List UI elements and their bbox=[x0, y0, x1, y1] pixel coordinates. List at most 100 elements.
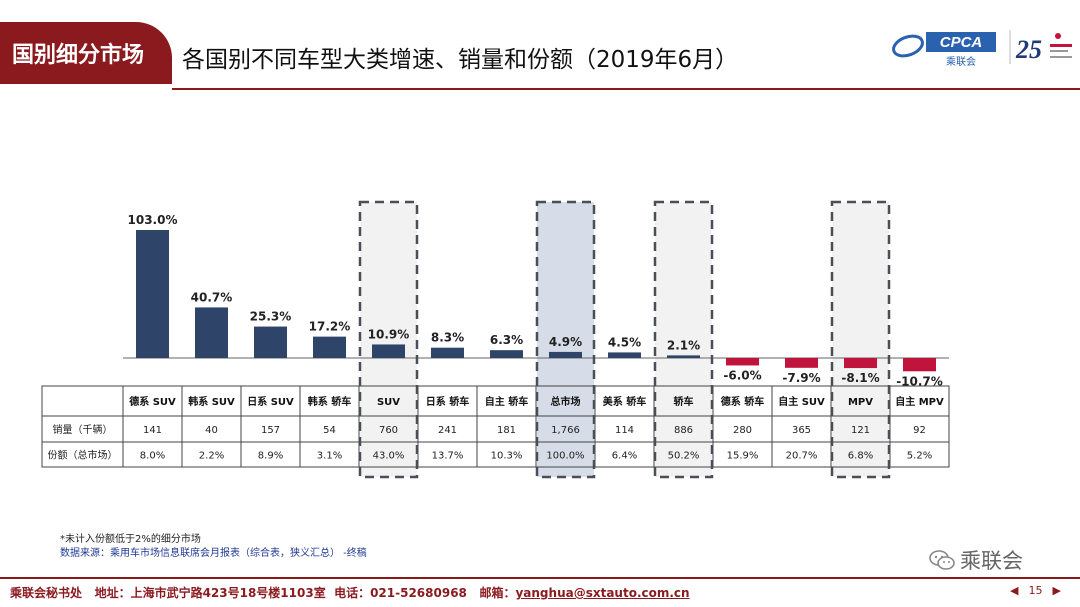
wechat-icon bbox=[929, 550, 955, 570]
bar-5 bbox=[431, 347, 464, 358]
cpca-logo-text: CPCA bbox=[940, 34, 983, 51]
bar-13 bbox=[903, 358, 936, 372]
highlight-frame-12 bbox=[830, 200, 891, 479]
sales-cell-10: 280 bbox=[733, 425, 752, 436]
share-cell-4: 43.0% bbox=[373, 451, 405, 462]
footer-divider bbox=[0, 577, 1080, 579]
share-cell-10: 15.9% bbox=[727, 451, 759, 462]
bar-4 bbox=[372, 344, 405, 358]
bar-8 bbox=[608, 352, 641, 358]
footer-org: 乘联会秘书处 bbox=[10, 586, 83, 600]
footnote-source: 数据来源：乘用车市场信息联席会月报表（综合表，狭义汇总） -终稿 bbox=[60, 548, 367, 559]
bar-9 bbox=[667, 355, 700, 358]
sales-cell-3: 54 bbox=[323, 425, 336, 436]
footer-address: 地址：上海市武宁路423号18号楼1103室 bbox=[94, 586, 326, 600]
header-divider bbox=[172, 88, 1080, 90]
wechat-label: 乘联会 bbox=[960, 549, 1023, 573]
sales-cell-4: 760 bbox=[379, 425, 398, 436]
share-cell-0: 8.0% bbox=[140, 451, 165, 462]
cpca-logo-sub: 乘联会 bbox=[946, 55, 976, 68]
row-label-1: 份额（总市场） bbox=[48, 449, 118, 462]
highlight-frame-9 bbox=[653, 200, 714, 479]
share-cell-11: 20.7% bbox=[786, 451, 818, 462]
footnote-note: *未计入份额低于2%的细分市场 bbox=[60, 534, 201, 545]
anniversary-badge: 25 bbox=[1009, 30, 1072, 64]
value-label-6: 6.3% bbox=[490, 333, 523, 347]
share-cell-2: 8.9% bbox=[258, 451, 283, 462]
share-cell-13: 5.2% bbox=[907, 451, 932, 462]
value-label-7: 4.9% bbox=[549, 335, 582, 349]
share-cell-9: 50.2% bbox=[668, 451, 700, 462]
badge-caption-1 bbox=[1050, 44, 1072, 47]
highlight-fill-4 bbox=[360, 202, 417, 477]
value-label-2: 25.3% bbox=[250, 310, 292, 324]
footer-email-label: 邮箱： bbox=[479, 586, 516, 600]
badge-caption-3 bbox=[1050, 56, 1072, 58]
category-label-4: SUV bbox=[377, 397, 400, 408]
page-title: 各国别不同车型大类增速、销量和份额（2019年6月） bbox=[182, 47, 739, 73]
sales-cell-5: 241 bbox=[438, 425, 457, 436]
category-label-0: 德系 SUV bbox=[128, 395, 176, 408]
value-label-13: -10.7% bbox=[896, 374, 943, 388]
row-label-0: 销量（千辆） bbox=[53, 423, 113, 436]
cpca-logo: CPCA 乘联会 bbox=[892, 32, 996, 68]
highlight-fill-9 bbox=[655, 202, 712, 477]
sales-cell-7: 1,766 bbox=[551, 425, 580, 436]
wechat-watermark: 乘联会 bbox=[928, 546, 1048, 574]
sales-cell-6: 181 bbox=[497, 425, 516, 436]
bar-12 bbox=[844, 358, 877, 369]
category-label-11: 自主 SUV bbox=[778, 395, 825, 408]
sales-cell-8: 114 bbox=[615, 425, 634, 436]
section-tag: 国别细分市场 bbox=[0, 22, 172, 84]
section-tag-label: 国别细分市场 bbox=[12, 43, 145, 68]
bar-3 bbox=[313, 336, 346, 358]
bar-0 bbox=[136, 230, 169, 358]
category-label-6: 自主 轿车 bbox=[485, 395, 528, 408]
bar-11 bbox=[785, 358, 818, 368]
value-label-11: -7.9% bbox=[782, 371, 820, 385]
sales-cell-13: 92 bbox=[913, 425, 926, 436]
prev-page-icon[interactable]: ◀ bbox=[1010, 584, 1019, 597]
bar-1 bbox=[195, 307, 228, 358]
highlight-frame-7 bbox=[535, 200, 596, 479]
sales-cell-11: 365 bbox=[792, 425, 811, 436]
bar-10 bbox=[726, 358, 759, 366]
category-label-12: MPV bbox=[848, 397, 873, 408]
sales-cell-0: 141 bbox=[143, 425, 162, 436]
footer-email-link[interactable]: yanghua@sxtauto.com.cn bbox=[515, 586, 690, 600]
page-number: 15 bbox=[1028, 584, 1043, 597]
value-label-9: 2.1% bbox=[667, 338, 700, 352]
value-label-3: 17.2% bbox=[309, 320, 351, 334]
cpca-logo-swoosh bbox=[892, 34, 924, 58]
category-label-3: 韩系 轿车 bbox=[308, 395, 351, 408]
bar-2 bbox=[254, 326, 287, 358]
category-label-9: 轿车 bbox=[674, 395, 694, 408]
highlight-frame-4 bbox=[358, 200, 419, 479]
share-cell-6: 10.3% bbox=[491, 451, 523, 462]
badge-number: 25 bbox=[1015, 35, 1042, 64]
share-cell-12: 6.8% bbox=[848, 451, 873, 462]
pager: ◀ 15 ▶ bbox=[1010, 584, 1061, 597]
bar-6 bbox=[490, 350, 523, 358]
category-label-1: 韩系 SUV bbox=[188, 395, 235, 408]
growth-sales-share-chart: 103.0% 40.7% 25.3% 17.2% 10.9% 8.3% 6.3% 4.9% 4.… bbox=[41, 200, 950, 479]
category-label-13: 自主 MPV bbox=[895, 395, 944, 408]
badge-caption-2 bbox=[1050, 50, 1068, 52]
category-label-7: 总市场 bbox=[551, 395, 581, 408]
category-label-10: 德系 轿车 bbox=[720, 395, 764, 408]
highlight-fill-7 bbox=[537, 202, 594, 477]
value-label-10: -6.0% bbox=[723, 368, 761, 382]
category-label-2: 日系 SUV bbox=[247, 395, 294, 408]
value-label-5: 8.3% bbox=[431, 331, 464, 345]
value-label-1: 40.7% bbox=[191, 290, 233, 304]
share-cell-1: 2.2% bbox=[199, 451, 224, 462]
share-cell-5: 13.7% bbox=[432, 451, 464, 462]
sales-cell-12: 121 bbox=[851, 425, 870, 436]
value-label-12: -8.1% bbox=[841, 371, 879, 385]
share-cell-3: 3.1% bbox=[317, 451, 342, 462]
value-label-8: 4.5% bbox=[608, 335, 641, 349]
share-cell-8: 6.4% bbox=[612, 451, 637, 462]
next-page-icon[interactable]: ▶ bbox=[1052, 584, 1061, 597]
footer-phone: 电话：021-52680968 bbox=[334, 586, 467, 600]
category-label-8: 美系 轿车 bbox=[603, 395, 646, 408]
